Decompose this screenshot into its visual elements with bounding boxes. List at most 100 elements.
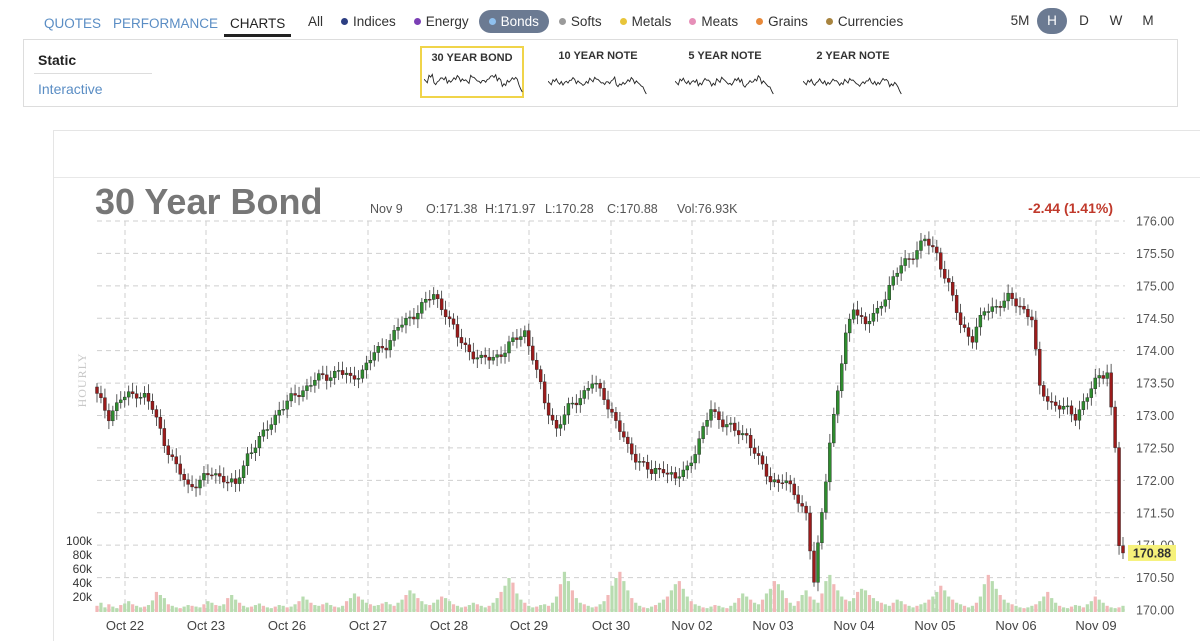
thumbnail-label: 30 YEAR BOND: [431, 52, 513, 64]
volume-bar: [210, 602, 214, 612]
volume-bar: [895, 599, 899, 612]
filter-indices[interactable]: Indices: [333, 10, 404, 33]
interval-m[interactable]: M: [1142, 13, 1154, 28]
mode-static[interactable]: Static: [38, 52, 77, 68]
volume-bar: [863, 590, 868, 612]
tab-charts[interactable]: CHARTS: [224, 10, 292, 37]
candle-body: [356, 378, 361, 380]
chart-thumbnail-3[interactable]: 5 YEAR NOTE: [673, 46, 777, 98]
volume-bar: [424, 604, 428, 612]
candle-body: [756, 453, 761, 456]
filter-all[interactable]: All: [300, 10, 331, 33]
filter-energy[interactable]: Energy: [406, 10, 477, 33]
interval-h[interactable]: H: [1037, 8, 1067, 34]
volume-bar: [535, 606, 539, 612]
interval-w[interactable]: W: [1109, 13, 1123, 28]
tab-performance[interactable]: PERFORMANCE: [113, 15, 219, 31]
tab-quotes[interactable]: QUOTES: [44, 15, 102, 31]
candle-body: [515, 337, 519, 340]
filter-metals[interactable]: Metals: [612, 10, 680, 33]
filter-label: Meats: [701, 13, 739, 29]
volume-bar: [388, 604, 392, 612]
candle-body: [907, 258, 911, 260]
candle-body: [115, 402, 119, 412]
candle-body: [673, 472, 678, 479]
filter-bonds[interactable]: Bonds: [478, 9, 549, 33]
candle-body: [190, 484, 194, 488]
volume-bar: [705, 608, 709, 612]
volume-bar: [154, 591, 159, 612]
candle-body: [685, 465, 689, 471]
volume-bar: [230, 595, 234, 612]
candle-body: [859, 315, 864, 317]
volume-bar: [768, 588, 773, 612]
volume-bar: [372, 605, 376, 612]
volume-bar: [1006, 602, 1010, 612]
candle-body: [142, 393, 147, 398]
volume-bar: [832, 584, 836, 612]
candle-body: [384, 347, 388, 351]
volume-bar: [578, 602, 582, 612]
volume-bar: [871, 598, 876, 612]
candle-body: [693, 454, 697, 464]
ohlc-volume: Vol:76.93K: [677, 202, 738, 216]
volume-bar: [483, 607, 487, 612]
volume-bar: [107, 604, 111, 612]
volume-bar: [135, 605, 139, 612]
candle-body: [1097, 375, 1101, 379]
candle-body: [447, 316, 452, 320]
volume-bar: [170, 605, 174, 612]
volume-bar: [305, 599, 309, 612]
candle-body: [681, 469, 685, 477]
interval-5m[interactable]: 5M: [1010, 13, 1030, 28]
volume-bar: [927, 599, 931, 612]
volume-bar: [364, 602, 368, 612]
candle-body: [570, 402, 575, 405]
volume-bar: [1050, 598, 1054, 612]
volume-bar: [333, 606, 337, 612]
candle-body: [836, 390, 840, 415]
volume-bar: [911, 607, 915, 612]
volume-bar: [788, 602, 792, 612]
y-tick-label: 176.00: [1136, 215, 1174, 229]
volume-bar: [586, 605, 590, 612]
volume-bar: [550, 602, 555, 612]
filter-grains[interactable]: Grains: [748, 10, 816, 33]
candle-body: [939, 252, 943, 270]
candle-body: [713, 409, 717, 412]
volume-bar: [955, 602, 959, 612]
chart-thumbnail-4[interactable]: 2 YEAR NOTE: [801, 46, 905, 98]
mode-interactive[interactable]: Interactive: [38, 81, 103, 97]
candle-body: [828, 442, 832, 483]
volume-bar: [495, 598, 499, 612]
candle-body: [182, 474, 186, 480]
candle-body: [943, 268, 947, 279]
volume-bar: [222, 604, 226, 612]
volume-bar: [1002, 599, 1006, 612]
candle-body: [1061, 405, 1066, 410]
volume-bar: [796, 601, 800, 612]
candle-body: [491, 356, 495, 361]
candle-body: [210, 474, 214, 477]
volume-bar: [1058, 605, 1062, 612]
candle-body: [527, 330, 531, 347]
volume-bar: [653, 605, 658, 612]
candle-body: [360, 369, 365, 379]
filter-softs[interactable]: Softs: [551, 10, 610, 33]
volume-bar: [646, 608, 650, 612]
volume-bar: [804, 590, 808, 612]
filter-currencies[interactable]: Currencies: [818, 10, 911, 33]
chart-thumbnail-1[interactable]: 30 YEAR BOND: [420, 46, 524, 98]
candle-body: [677, 476, 682, 479]
candle-body: [463, 342, 468, 345]
volume-bar: [970, 605, 975, 612]
filter-meats[interactable]: Meats: [681, 10, 746, 33]
candle-body: [99, 393, 103, 398]
interval-d[interactable]: D: [1079, 13, 1089, 28]
volume-bar: [760, 599, 765, 612]
chart-thumbnail-2[interactable]: 10 YEAR NOTE: [546, 46, 650, 98]
volume-bar: [515, 593, 519, 612]
candle-body: [748, 435, 753, 449]
candle-body: [1089, 388, 1094, 398]
